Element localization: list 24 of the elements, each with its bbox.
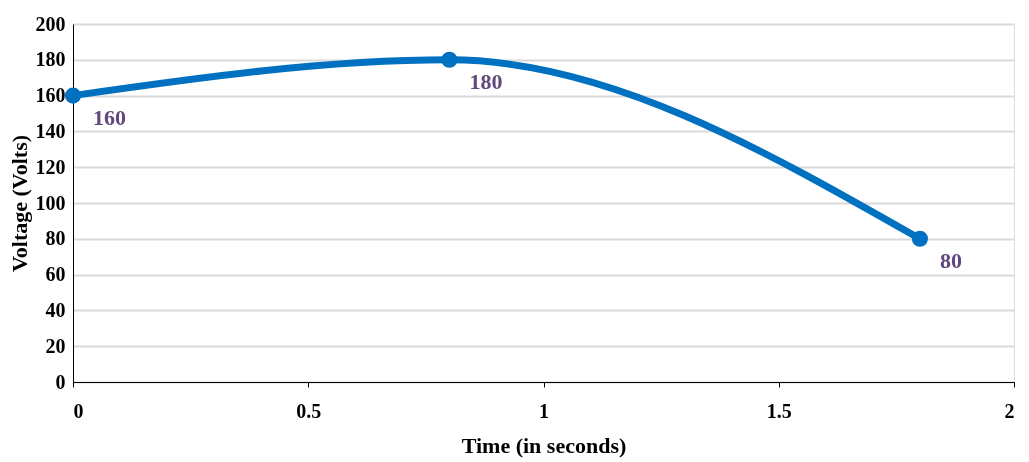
data-label: 180 — [469, 68, 503, 94]
y-tick-label: 160 — [35, 84, 66, 107]
y-axis-title: Voltage (Volts) — [6, 134, 32, 273]
y-tick-label: 40 — [45, 298, 66, 321]
y-tick-label: 0 — [55, 370, 66, 393]
y-tick-label: 200 — [35, 12, 66, 35]
x-axis-title: Time (in seconds) — [461, 432, 627, 458]
x-tick-label: 0.5 — [296, 399, 322, 422]
y-tick-label: 100 — [35, 191, 66, 214]
y-tick-label: 180 — [35, 48, 66, 71]
y-tick-label: 120 — [35, 155, 66, 178]
x-tick-label: 2 — [1004, 399, 1015, 422]
point — [64, 87, 82, 104]
y-tick-label: 60 — [45, 263, 66, 286]
y-tick-label: 140 — [35, 119, 66, 142]
point — [911, 230, 928, 247]
data-label: 160 — [93, 104, 126, 130]
x-tick-label: 1.5 — [766, 399, 792, 422]
x-tick-label: 1 — [539, 399, 549, 422]
x-tick-label: 0 — [73, 399, 84, 422]
y-tick-label: 20 — [45, 334, 66, 357]
y-tick-label: 80 — [45, 227, 66, 250]
data-label: 80 — [939, 247, 962, 273]
point — [441, 51, 458, 68]
